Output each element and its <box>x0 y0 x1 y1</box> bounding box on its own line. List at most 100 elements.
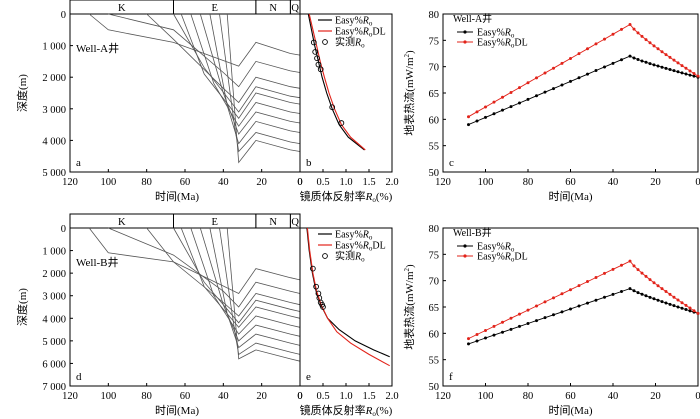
heatflow-point <box>664 301 668 305</box>
heatflow-point <box>526 321 530 325</box>
x-tick-label: 60 <box>565 177 576 188</box>
y-tick-label: 0 <box>61 10 66 21</box>
heatflow-point <box>692 72 696 76</box>
x-tick-label: 0 <box>297 391 302 402</box>
heatflow-point <box>467 337 470 341</box>
burial-line <box>199 227 301 342</box>
x-tick-label: 0 <box>297 177 302 188</box>
heatflow-point <box>611 292 615 296</box>
measured-ro-point <box>313 283 319 290</box>
heatflow-point <box>644 60 648 64</box>
heatflow-point <box>543 316 547 320</box>
x-tick-label: 2.0 <box>385 177 398 188</box>
x-tick-label: 20 <box>650 177 661 188</box>
panel-letter: c <box>449 157 454 169</box>
heatflow-point <box>640 271 644 275</box>
x-tick-label: 120 <box>62 177 78 188</box>
x-tick-label: 20 <box>650 391 661 402</box>
y-tick-label: 6 000 <box>42 359 66 370</box>
heatflow-point <box>688 306 692 310</box>
x-tick-label: 2.0 <box>385 391 398 402</box>
heatflow-point <box>526 97 530 101</box>
y-tick-label: 80 <box>429 10 440 21</box>
burial-line <box>173 13 301 113</box>
x-tick-label: 20 <box>256 177 267 188</box>
heatflow-point <box>636 268 640 272</box>
heatflow-point <box>492 333 496 337</box>
heatflow-point <box>569 56 572 60</box>
legend-label: Easy%Ro​DL <box>477 38 528 50</box>
legend-marker <box>322 253 328 259</box>
heatflow-point <box>672 58 676 62</box>
heatflow-point <box>526 81 530 85</box>
burial-line <box>209 13 301 145</box>
heatflow-point <box>620 27 623 31</box>
heatflow-point <box>586 72 589 76</box>
heatflow-panel-c: 50 55 60 65 70 75 80 120 100 80 60 40 20 0 Well-A井 Easy… <box>402 10 700 203</box>
heatflow-line <box>468 288 699 345</box>
heatflow-point <box>577 284 581 288</box>
heatflow-point <box>692 309 696 313</box>
burial-line <box>108 227 301 308</box>
heatflow-point <box>688 73 692 77</box>
y-tick-label: 2 000 <box>42 269 66 280</box>
heatflow-point <box>603 65 606 69</box>
heatflow-point <box>603 295 606 299</box>
x-tick-label: 40 <box>218 391 229 402</box>
heatflow-point <box>684 66 688 70</box>
heatflow-point <box>696 74 700 78</box>
heatflow-point <box>632 264 636 268</box>
x-tick-label: 0 <box>297 391 302 402</box>
x-tick-label: 60 <box>180 177 191 188</box>
x-tick-label: 120 <box>435 177 451 188</box>
heatflow-point <box>676 305 680 309</box>
heatflow-point <box>668 68 672 72</box>
heatflow-point <box>569 307 572 311</box>
legend-label: Easy%Ro​DL <box>477 252 528 264</box>
heatflow-point <box>569 288 572 292</box>
heatflow-point <box>509 327 513 331</box>
stratum-label: N <box>269 217 277 228</box>
y-tick-label: 1 000 <box>42 42 66 53</box>
legend-label: Easy%Ro​DL <box>335 241 386 253</box>
heatflow-point <box>628 259 632 263</box>
burial-line <box>146 13 301 104</box>
heatflow-point <box>484 115 487 119</box>
x-tick-label: 60 <box>565 391 576 402</box>
stratum-label: K <box>118 3 126 14</box>
heatflow-point <box>668 55 672 59</box>
legend-marker <box>463 30 467 34</box>
y-tick-label: 55 <box>429 356 440 367</box>
measured-ro-point <box>338 120 345 126</box>
y-tick-label: 3 000 <box>42 292 66 303</box>
heatflow-point <box>492 324 496 328</box>
heatflow-point <box>484 336 487 340</box>
heatflow-point <box>535 319 538 323</box>
x-tick-label: 80 <box>523 391 534 402</box>
x-tick-label: 80 <box>141 177 152 188</box>
heatflow-point <box>628 54 632 58</box>
heatflow-point <box>501 320 504 324</box>
heatflow-point <box>696 311 700 315</box>
heatflow-point <box>586 47 589 51</box>
x-axis-title: 时间(Ma) <box>155 404 199 417</box>
stratum-label: Q <box>291 217 299 228</box>
heatflow-point <box>660 287 664 291</box>
heatflow-point <box>644 38 648 42</box>
heatflow-point <box>518 101 521 105</box>
heatflow-point <box>656 47 660 51</box>
x-tick-label: 40 <box>608 391 619 402</box>
heatflow-point <box>543 300 547 304</box>
heatflow-point <box>560 310 564 314</box>
panel-letter: e <box>306 371 311 383</box>
x-tick-label: 80 <box>523 177 534 188</box>
legend-label: 实测Ro​ <box>335 36 365 50</box>
well-label: Well-B井 <box>76 255 119 269</box>
heatflow-point <box>467 115 470 119</box>
x-tick-label: 20 <box>256 391 267 402</box>
y-tick-label: 3 000 <box>42 105 66 116</box>
legend-marker <box>322 39 328 45</box>
heatflow-point <box>475 119 479 123</box>
